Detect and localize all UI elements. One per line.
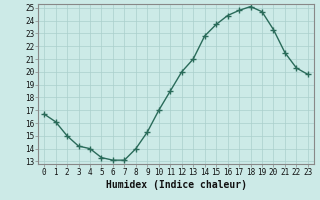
X-axis label: Humidex (Indice chaleur): Humidex (Indice chaleur) xyxy=(106,180,246,190)
